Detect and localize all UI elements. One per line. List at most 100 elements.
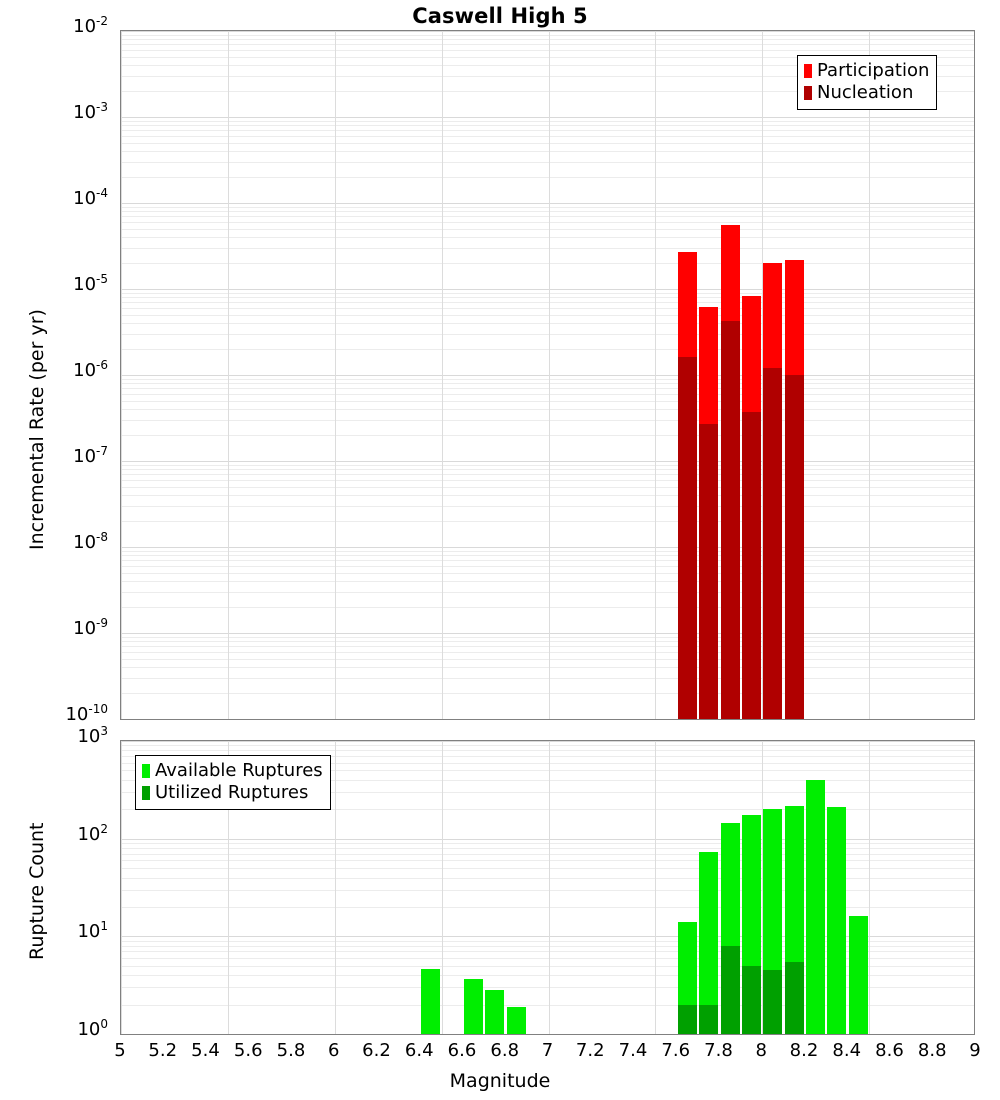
vertical-gridline bbox=[762, 31, 763, 719]
gridline-minor bbox=[121, 637, 974, 638]
gridline-minor bbox=[121, 39, 974, 40]
bar-nucleation bbox=[699, 424, 718, 719]
gridline-minor bbox=[121, 349, 974, 350]
gridline-minor bbox=[121, 35, 974, 36]
vertical-gridline bbox=[121, 741, 122, 1034]
x-tick-label: 8 bbox=[755, 1040, 767, 1061]
gridline-minor bbox=[121, 162, 974, 163]
x-tick-label: 5.2 bbox=[148, 1040, 178, 1061]
x-tick-label: 6.6 bbox=[447, 1040, 477, 1061]
bottom-legend: Available Ruptures Utilized Ruptures bbox=[135, 755, 331, 810]
gridline-minor bbox=[121, 302, 974, 303]
incremental-rate-plot bbox=[120, 30, 975, 720]
gridline-minor bbox=[121, 868, 974, 869]
nucleation-swatch bbox=[804, 86, 812, 100]
vertical-gridline bbox=[869, 31, 870, 719]
legend-item-nucleation: Nucleation bbox=[804, 82, 929, 104]
gridline-major bbox=[121, 461, 974, 462]
gridline-minor bbox=[121, 474, 974, 475]
x-tick-label: 6.8 bbox=[490, 1040, 520, 1061]
gridline-minor bbox=[121, 745, 974, 746]
vertical-gridline bbox=[228, 31, 229, 719]
gridline-minor bbox=[121, 693, 974, 694]
bar-nucleation bbox=[763, 368, 782, 719]
gridline-major bbox=[121, 547, 974, 548]
chart-title: Caswell High 5 bbox=[412, 4, 588, 28]
gridline-minor bbox=[121, 65, 974, 66]
gridline-minor bbox=[121, 50, 974, 51]
gridline-minor bbox=[121, 763, 974, 764]
gridline-minor bbox=[121, 646, 974, 647]
gridline-major bbox=[121, 375, 974, 376]
gridline-minor bbox=[121, 966, 974, 967]
x-tick-label: 5.4 bbox=[191, 1040, 220, 1061]
y-tick-label: 10-8 bbox=[73, 530, 108, 553]
bar-utilized-ruptures bbox=[785, 962, 804, 1034]
gridline-minor bbox=[121, 854, 974, 855]
gridline-minor bbox=[121, 207, 974, 208]
gridline-minor bbox=[121, 592, 974, 593]
gridline-minor bbox=[121, 409, 974, 410]
vertical-gridline bbox=[869, 741, 870, 1034]
gridline-minor bbox=[121, 469, 974, 470]
y-tick-label: 101 bbox=[77, 919, 108, 943]
y-tick-label: 103 bbox=[77, 724, 108, 747]
gridline-minor bbox=[121, 878, 974, 879]
gridline-major bbox=[121, 839, 974, 840]
gridline-minor bbox=[121, 975, 974, 976]
gridline-minor bbox=[121, 573, 974, 574]
gridline-minor bbox=[121, 667, 974, 668]
gridline-minor bbox=[121, 125, 974, 126]
gridline-minor bbox=[121, 951, 974, 952]
gridline-minor bbox=[121, 91, 974, 92]
gridline-minor bbox=[121, 121, 974, 122]
vertical-gridline bbox=[549, 31, 550, 719]
gridline-minor bbox=[121, 297, 974, 298]
vertical-gridline bbox=[549, 741, 550, 1034]
bar-nucleation bbox=[721, 321, 740, 719]
gridline-minor bbox=[121, 143, 974, 144]
gridline-minor bbox=[121, 907, 974, 908]
gridline-minor bbox=[121, 551, 974, 552]
x-tick-label: 7.4 bbox=[618, 1040, 648, 1061]
vertical-gridline bbox=[228, 741, 229, 1034]
bar-utilized-ruptures bbox=[678, 1005, 697, 1034]
gridline-major bbox=[121, 117, 974, 118]
x-tick-label: 8.6 bbox=[875, 1040, 904, 1061]
y-tick-label: 10-5 bbox=[73, 272, 108, 295]
gridline-minor bbox=[121, 678, 974, 679]
gridline-minor bbox=[121, 308, 974, 309]
gridline-minor bbox=[121, 130, 974, 131]
gridline-minor bbox=[121, 652, 974, 653]
x-tick-label: 5.8 bbox=[276, 1040, 306, 1061]
gridline-minor bbox=[121, 506, 974, 507]
gridline-major bbox=[121, 289, 974, 290]
gridline-minor bbox=[121, 136, 974, 137]
bar-utilized-ruptures bbox=[699, 1005, 718, 1034]
gridline-minor bbox=[121, 379, 974, 380]
gridline-minor bbox=[121, 560, 974, 561]
gridline-minor bbox=[121, 770, 974, 771]
gridline-minor bbox=[121, 890, 974, 891]
bar-available-ruptures bbox=[464, 979, 483, 1034]
utilized-ruptures-swatch bbox=[142, 786, 150, 800]
gridline-minor bbox=[121, 641, 974, 642]
legend-label-utilized-ruptures: Utilized Ruptures bbox=[155, 782, 309, 803]
top-y-axis-label: Incremental Rate (per yr) bbox=[26, 309, 48, 550]
gridline-minor bbox=[121, 780, 974, 781]
y-tick-label: 10-10 bbox=[65, 702, 108, 725]
gridline-minor bbox=[121, 394, 974, 395]
gridline-minor bbox=[121, 480, 974, 481]
x-tick-label: 8.8 bbox=[917, 1040, 947, 1061]
gridline-minor bbox=[121, 315, 974, 316]
gridline-minor bbox=[121, 76, 974, 77]
legend-item-utilized-ruptures: Utilized Ruptures bbox=[142, 782, 323, 804]
x-tick-label: 7 bbox=[541, 1040, 554, 1061]
gridline-minor bbox=[121, 958, 974, 959]
bar-available-ruptures bbox=[485, 990, 504, 1034]
x-tick-label: 6 bbox=[328, 1040, 340, 1061]
vertical-gridline bbox=[655, 741, 656, 1034]
legend-item-available-ruptures: Available Ruptures bbox=[142, 760, 323, 782]
gridline-minor bbox=[121, 435, 974, 436]
gridline-minor bbox=[121, 860, 974, 861]
